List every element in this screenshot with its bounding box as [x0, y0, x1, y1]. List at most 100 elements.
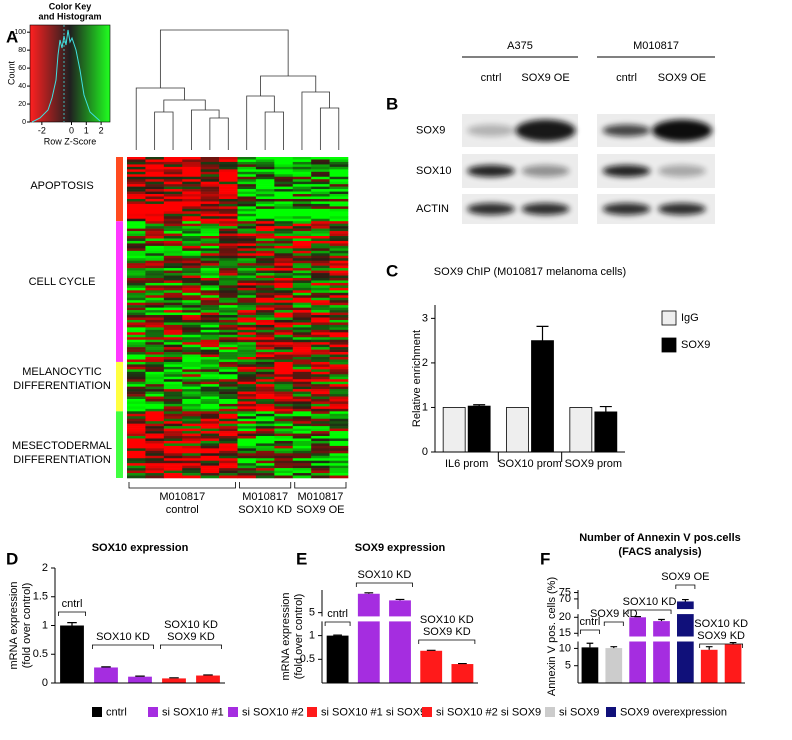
heatmap-cell — [127, 292, 146, 296]
heatmap-cell — [311, 428, 330, 432]
heatmap-cell — [163, 327, 183, 331]
bar — [677, 601, 694, 683]
heatmap-cell — [274, 171, 294, 175]
heatmap-cell — [329, 275, 349, 279]
heatmap-cell — [127, 206, 146, 210]
heatmap-cell — [127, 191, 146, 195]
heatmap-cell — [255, 463, 275, 466]
heatmap-cell — [127, 208, 146, 212]
heatmap-cell — [182, 455, 201, 459]
heatmap-cell — [329, 448, 349, 452]
heatmap-cell — [329, 344, 349, 348]
heatmap-cell — [219, 231, 238, 234]
heatmap-cell — [127, 260, 146, 264]
heatmap-cell — [127, 359, 146, 363]
heatmap-cell — [219, 250, 238, 254]
bracket — [355, 582, 413, 587]
heatmap-cell — [292, 203, 312, 207]
heatmap-cell — [182, 206, 201, 210]
heatmap-cell — [329, 329, 349, 333]
heatmap-cell — [329, 371, 349, 375]
heatmap-cell — [145, 300, 165, 303]
heatmap-cell — [311, 258, 330, 262]
heatmap-cell — [182, 260, 201, 264]
heatmap-cell — [292, 473, 312, 476]
heatmap-cell — [292, 206, 312, 210]
heatmap-cell — [182, 245, 201, 249]
heatmap-cell — [219, 401, 238, 405]
heatmap-cell — [329, 196, 349, 200]
heatmap-cell — [329, 379, 349, 382]
heatmap-cell — [163, 431, 183, 434]
heatmap-cell — [163, 433, 183, 437]
heatmap-cell — [237, 329, 257, 333]
heatmap-cell — [200, 334, 220, 338]
heatmap-cell — [219, 455, 238, 459]
key-x-tick-label: 2 — [99, 125, 104, 135]
heatmap-cell — [311, 270, 330, 274]
heatmap-cell — [255, 258, 275, 262]
heatmap-cell — [329, 438, 349, 442]
heatmap-cell — [255, 423, 275, 427]
heatmap-cell — [274, 238, 294, 242]
heatmap-cell — [163, 300, 183, 303]
heatmap-cell — [292, 443, 312, 447]
row-group-label: MELANOCYTIC — [22, 366, 102, 378]
heatmap-cell — [145, 211, 165, 215]
heatmap-cell — [127, 228, 146, 232]
heatmap-cell — [182, 312, 201, 316]
heatmap-cell — [255, 280, 275, 284]
heatmap-cell — [255, 295, 275, 299]
heatmap-cell — [145, 263, 165, 266]
heatmap-cell — [311, 238, 330, 242]
histogram — [31, 29, 101, 123]
heatmap-cell — [163, 329, 183, 333]
error-bar — [599, 405, 612, 412]
heatmap-cell — [182, 250, 201, 254]
heatmap-cell — [145, 403, 165, 407]
bracket — [699, 643, 744, 648]
heatmap-cell — [255, 196, 275, 200]
heatmap-cell — [163, 349, 183, 353]
heatmap-cell — [292, 287, 312, 291]
heatmap-cell — [127, 310, 146, 313]
heatmap-cell — [200, 233, 220, 237]
heatmap-cell — [219, 260, 238, 264]
heatmap-cell — [255, 238, 275, 242]
heatmap-cell — [329, 453, 349, 457]
heatmap-cell — [274, 473, 294, 476]
heatmap-cell — [200, 465, 220, 469]
heatmap-cell — [219, 191, 238, 195]
heatmap-cell — [274, 253, 294, 257]
heatmap-cell — [274, 186, 294, 190]
legend-swatch — [545, 707, 555, 717]
error-bar — [395, 598, 405, 601]
heatmap-cell — [292, 448, 312, 452]
heatmap-cell — [274, 376, 294, 380]
heatmap-cell — [274, 174, 294, 178]
heatmap-cell — [182, 473, 201, 476]
heatmap-cell — [127, 297, 146, 301]
heatmap-cell — [255, 470, 275, 474]
heatmap-cell — [311, 324, 330, 328]
heatmap-cell — [219, 398, 238, 402]
heatmap-cell — [255, 366, 275, 370]
heatmap-cell — [237, 231, 257, 234]
heatmap-cell — [163, 238, 183, 242]
heatmap-cell — [163, 263, 183, 266]
heatmap-cell — [127, 302, 146, 306]
heatmap-cell — [255, 421, 275, 424]
heatmap-cell — [219, 403, 238, 407]
y-tick-label: 1.5 — [33, 591, 48, 603]
heatmap-cell — [329, 236, 349, 239]
heatmap-cell — [311, 231, 330, 234]
heatmap-cell — [237, 384, 257, 387]
heatmap-cell — [329, 455, 349, 459]
heatmap-cell — [292, 394, 312, 397]
heatmap-cell — [274, 324, 294, 328]
heatmap-cell — [145, 460, 165, 464]
heatmap-cell — [311, 181, 330, 185]
heatmap-cell — [200, 376, 220, 380]
heatmap-cell — [292, 376, 312, 380]
heatmap-cell — [182, 189, 201, 192]
